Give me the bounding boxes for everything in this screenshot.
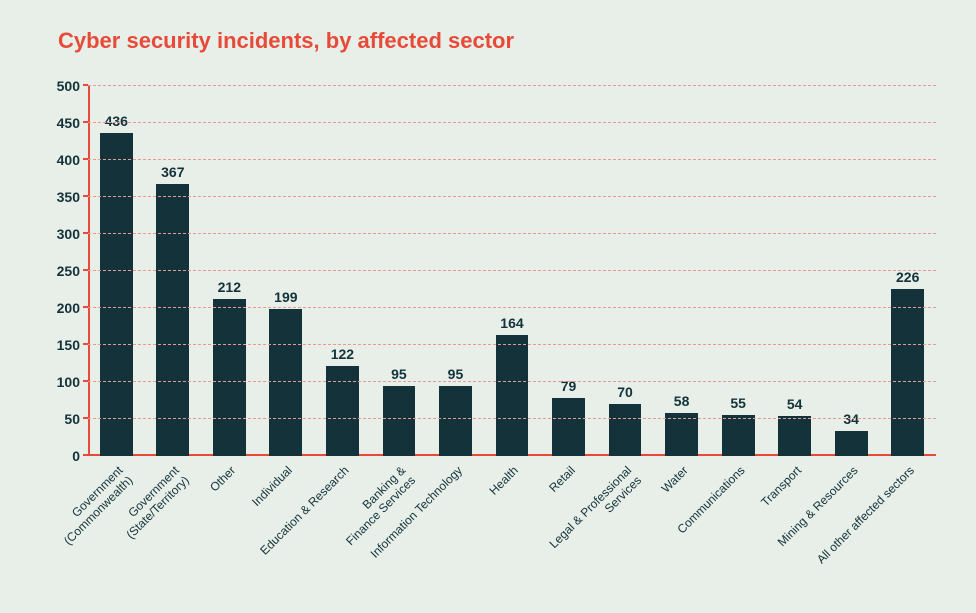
gridline — [88, 196, 936, 197]
x-axis-label: Other — [208, 464, 239, 495]
bar-slot: 199 — [258, 86, 315, 456]
y-tick-label: 400 — [57, 152, 88, 168]
bar: 199 — [269, 309, 302, 456]
bar-value-label: 54 — [787, 396, 803, 416]
x-axis-label: Health — [487, 464, 521, 498]
bar-slot: 226 — [879, 86, 936, 456]
bar-slot: 122 — [314, 86, 371, 456]
bar: 54 — [778, 416, 811, 456]
y-tick-label: 500 — [57, 78, 88, 94]
bar-value-label: 95 — [391, 366, 407, 386]
bar-slot: 367 — [145, 86, 202, 456]
bar-slot: 70 — [597, 86, 654, 456]
gridline — [88, 381, 936, 382]
gridline — [88, 344, 936, 345]
bar-value-label: 164 — [500, 315, 523, 335]
x-axis-label: Individual — [250, 464, 296, 510]
bar: 367 — [156, 184, 189, 456]
bar: 212 — [213, 299, 246, 456]
x-axis-label: Government(Commonwealth) — [52, 464, 136, 548]
gridline — [88, 233, 936, 234]
bar: 95 — [383, 386, 416, 456]
y-tick-label: 200 — [57, 300, 88, 316]
y-tick-label: 250 — [57, 263, 88, 279]
gridline — [88, 270, 936, 271]
bar-value-label: 58 — [674, 393, 690, 413]
bar-value-label: 122 — [331, 346, 354, 366]
y-tick-label: 0 — [72, 448, 88, 464]
bar-slot: 55 — [710, 86, 767, 456]
plot-region: 4363672121991229595164797058555434226 Go… — [88, 86, 936, 456]
chart-title: Cyber security incidents, by affected se… — [58, 28, 514, 54]
y-tick-label: 100 — [57, 374, 88, 390]
y-tick-label: 50 — [64, 411, 88, 427]
bar: 34 — [835, 431, 868, 456]
bar-slot: 58 — [653, 86, 710, 456]
bar-value-label: 199 — [274, 289, 297, 309]
bar-slot: 95 — [371, 86, 428, 456]
x-axis-label: All other affected sectors — [814, 464, 917, 567]
bar: 58 — [665, 413, 698, 456]
gridline — [88, 418, 936, 419]
bar: 226 — [891, 289, 924, 456]
bar-slot: 79 — [540, 86, 597, 456]
bar: 70 — [609, 404, 642, 456]
gridline — [88, 159, 936, 160]
bar: 436 — [100, 133, 133, 456]
bar: 122 — [326, 366, 359, 456]
y-tick-label: 350 — [57, 189, 88, 205]
bar-slot: 164 — [484, 86, 541, 456]
bar: 164 — [496, 335, 529, 456]
bar-value-label: 226 — [896, 269, 919, 289]
bar-value-label: 70 — [617, 384, 633, 404]
bar: 79 — [552, 398, 585, 456]
bar-slot: 34 — [823, 86, 880, 456]
gridline — [88, 85, 936, 86]
x-axis-label: Retail — [547, 464, 578, 495]
y-tick-label: 450 — [57, 115, 88, 131]
y-tick-label: 150 — [57, 337, 88, 353]
bar-value-label: 436 — [105, 113, 128, 133]
bar-slot: 436 — [88, 86, 145, 456]
bar-value-label: 34 — [843, 411, 859, 431]
bar-slot: 95 — [427, 86, 484, 456]
x-axis-label: Transport — [759, 464, 805, 510]
y-tick-label: 300 — [57, 226, 88, 242]
bars-container: 4363672121991229595164797058555434226 — [88, 86, 936, 456]
bar-value-label: 55 — [730, 395, 746, 415]
bar-slot: 54 — [766, 86, 823, 456]
x-axis-label: Water — [659, 464, 691, 496]
bar-value-label: 367 — [161, 164, 184, 184]
gridline — [88, 307, 936, 308]
gridline — [88, 122, 936, 123]
bar: 55 — [722, 415, 755, 456]
chart-area: 4363672121991229595164797058555434226 Go… — [88, 86, 936, 456]
bar-slot: 212 — [201, 86, 258, 456]
page: Cyber security incidents, by affected se… — [0, 0, 976, 613]
bar-value-label: 212 — [218, 279, 241, 299]
bar: 95 — [439, 386, 472, 456]
bar-value-label: 95 — [448, 366, 464, 386]
